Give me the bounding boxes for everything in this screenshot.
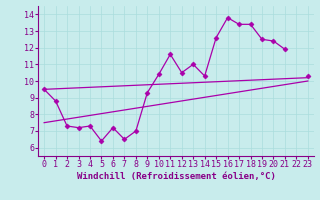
X-axis label: Windchill (Refroidissement éolien,°C): Windchill (Refroidissement éolien,°C) xyxy=(76,172,276,181)
